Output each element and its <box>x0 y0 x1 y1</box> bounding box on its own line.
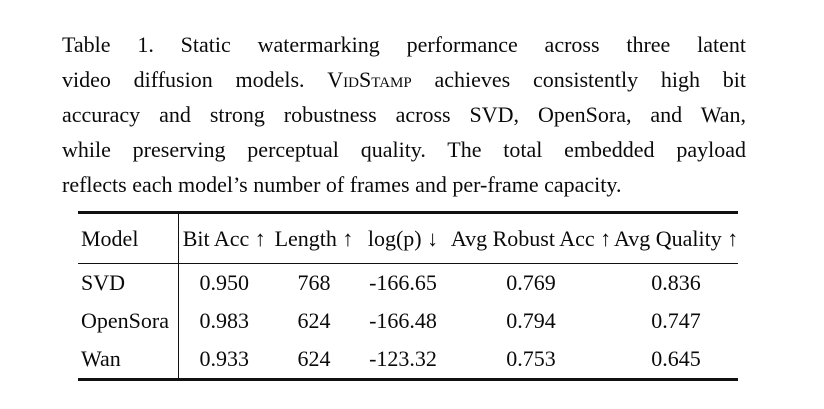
header-avg-quality: Avg Quality ↑ <box>614 212 738 264</box>
cell-log-p: -166.65 <box>369 270 437 295</box>
caption-line-4: while preserving perceptual quality. The… <box>62 137 746 162</box>
cell-length: 624 <box>297 346 331 371</box>
caption-line-2-post: achieves consistently high bit <box>411 67 747 92</box>
cell-bit-acc: 0.933 <box>199 346 250 371</box>
cell-log-p: -166.48 <box>369 308 437 333</box>
cell-avg-quality: 0.747 <box>651 308 701 333</box>
cell-avg-robust-acc: 0.794 <box>506 308 556 333</box>
table-row-wan: Wan 0.933 624 -123.32 0.753 0.645 <box>78 340 738 380</box>
header-row: Model Bit Acc ↑ Length ↑ log(p) ↓ Avg Ro… <box>78 212 738 264</box>
table-row-opensora: OpenSora 0.983 624 -166.48 0.794 0.747 <box>78 302 738 340</box>
cell-length: 624 <box>297 308 331 333</box>
cell-bit-acc: 0.950 <box>199 270 250 295</box>
results-table: Model Bit Acc ↑ Length ↑ log(p) ↓ Avg Ro… <box>78 211 738 381</box>
header-log-p: log(p) ↓ <box>358 212 448 264</box>
vidstamp-brand-name: VidStamp <box>327 67 412 92</box>
cell-bit-acc: 0.983 <box>199 308 250 333</box>
cell-log-p: -123.32 <box>369 346 437 371</box>
caption-line-5: reflects each model’s number of frames a… <box>62 172 622 197</box>
cell-avg-quality: 0.645 <box>651 346 701 371</box>
caption-line-2: video diffusion models. VidStamp achieve… <box>62 62 746 97</box>
cell-model: Wan <box>78 340 179 380</box>
caption-line-2-pre: video diffusion models. <box>62 67 328 92</box>
cell-avg-robust-acc: 0.769 <box>506 270 556 295</box>
caption-line-3: accuracy and strong robustness across SV… <box>62 102 746 127</box>
header-model: Model <box>78 212 179 264</box>
table-caption: Table 1. Static watermarking performance… <box>62 27 746 202</box>
header-bit-acc: Bit Acc ↑ <box>178 212 270 264</box>
header-avg-robust-acc: Avg Robust Acc ↑ <box>448 212 614 264</box>
cell-avg-quality: 0.836 <box>651 270 701 295</box>
cell-length: 768 <box>297 270 331 295</box>
cell-model: SVD <box>78 263 179 302</box>
table-row-svd: SVD 0.950 768 -166.65 0.769 0.836 <box>78 263 738 302</box>
cell-model: OpenSora <box>78 302 179 340</box>
header-length: Length ↑ <box>270 212 358 264</box>
cell-avg-robust-acc: 0.753 <box>506 346 556 371</box>
caption-line-1: Table 1. Static watermarking performance… <box>62 32 746 57</box>
